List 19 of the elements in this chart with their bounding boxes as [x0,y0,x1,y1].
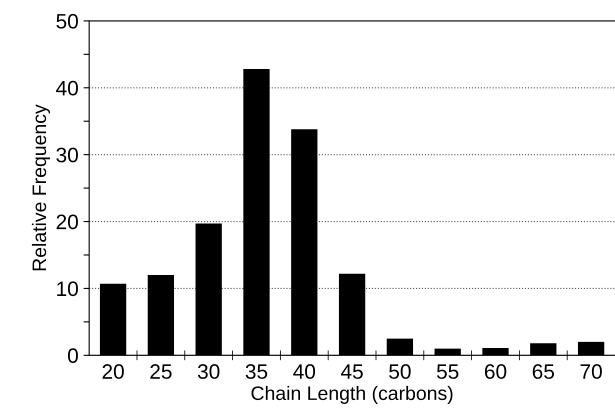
x-axis-title: Chain Length (carbons) [251,386,452,404]
x-tick-label: 50 [389,364,411,379]
y-tick-label: 20 [56,214,78,230]
x-tick-label: 40 [293,364,316,379]
x-tick-label: 30 [198,364,220,379]
y-axis-title: Relative Frequency [32,104,50,270]
x-tick-label: 55 [436,364,458,379]
y-tick-label: 10 [57,281,78,296]
x-tick-label: 20 [102,364,124,379]
y-tick-label: 30 [56,148,78,162]
x-tick-label: 25 [150,364,172,379]
y-tick-label: 0 [68,348,78,364]
x-tick-label: 65 [532,364,554,379]
x-tick-label: 45 [340,364,363,379]
y-tick-label: 50 [56,14,78,29]
x-tick-label: 70 [580,364,602,379]
y-tick-label: 40 [56,80,78,96]
x-tick-label: 60 [484,364,506,379]
x-tick-label: 35 [246,364,268,379]
